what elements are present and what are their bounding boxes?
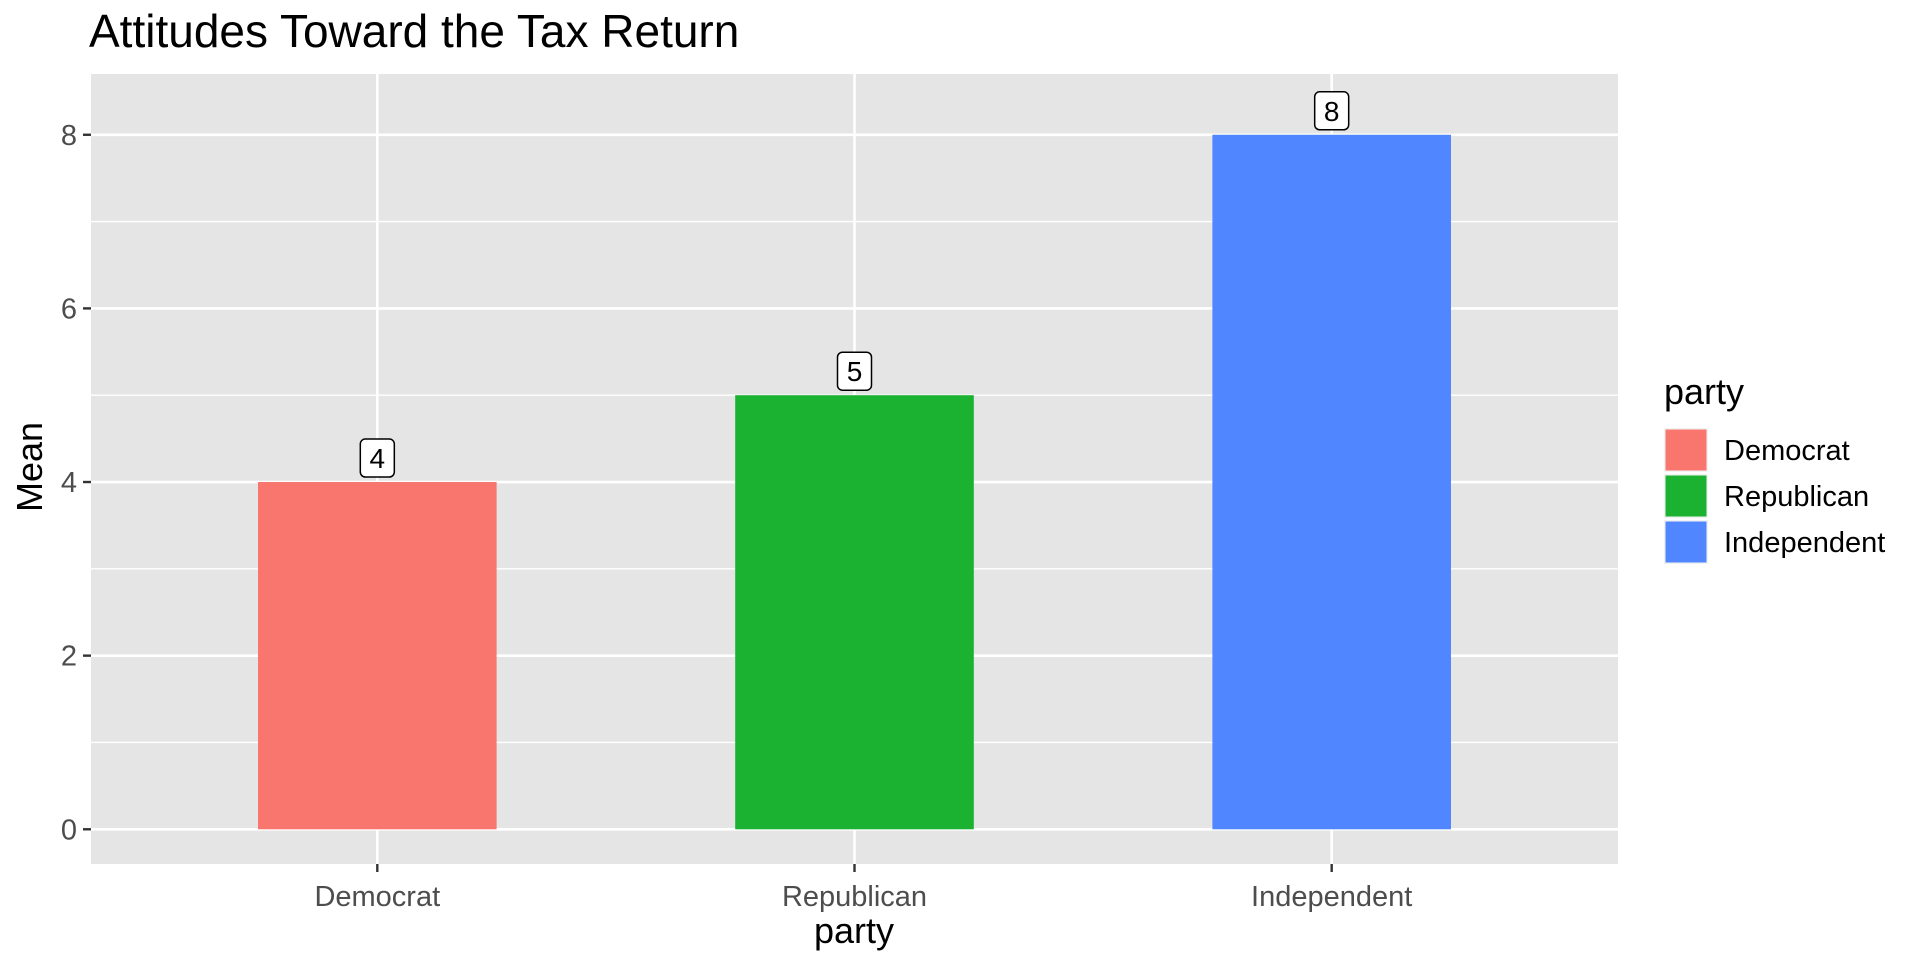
y-axis-title: Mean — [9, 422, 50, 512]
legend: party Democrat Republican Independent — [1664, 371, 1885, 564]
bar-democrat — [258, 482, 497, 830]
x-tick-label: Independent — [1251, 881, 1412, 913]
legend-label: Democrat — [1724, 435, 1850, 467]
y-tick-label: 2 — [61, 641, 77, 673]
legend-swatch-republican — [1665, 475, 1707, 517]
x-axis-title: party — [814, 910, 894, 951]
data-label: 5 — [847, 356, 863, 387]
plot-panel — [91, 74, 1618, 864]
y-tick-label: 8 — [61, 120, 77, 152]
data-label: 4 — [370, 443, 386, 474]
legend-swatch-independent — [1665, 521, 1707, 563]
x-tick-label: Republican — [782, 881, 927, 913]
bar-independent — [1212, 134, 1451, 830]
bar-republican — [735, 395, 974, 830]
data-label-box — [836, 351, 873, 391]
y-tick-label: 4 — [61, 467, 77, 499]
y-tick-label: 0 — [61, 814, 77, 846]
data-label-box — [1313, 91, 1350, 131]
data-label-group: 8 — [1313, 91, 1350, 131]
y-tick-label: 6 — [61, 293, 77, 325]
legend-swatch-democrat — [1665, 429, 1707, 471]
chart-title: Attitudes Toward the Tax Return — [89, 5, 739, 57]
legend-title: party — [1664, 371, 1744, 412]
legend-label: Republican — [1724, 481, 1869, 513]
data-label: 8 — [1324, 96, 1340, 127]
legend-label: Independent — [1724, 527, 1885, 559]
data-label-group: 4 — [359, 438, 396, 478]
x-tick-label: Democrat — [314, 881, 440, 913]
data-label-group: 5 — [836, 351, 873, 391]
data-label-box — [359, 438, 396, 478]
